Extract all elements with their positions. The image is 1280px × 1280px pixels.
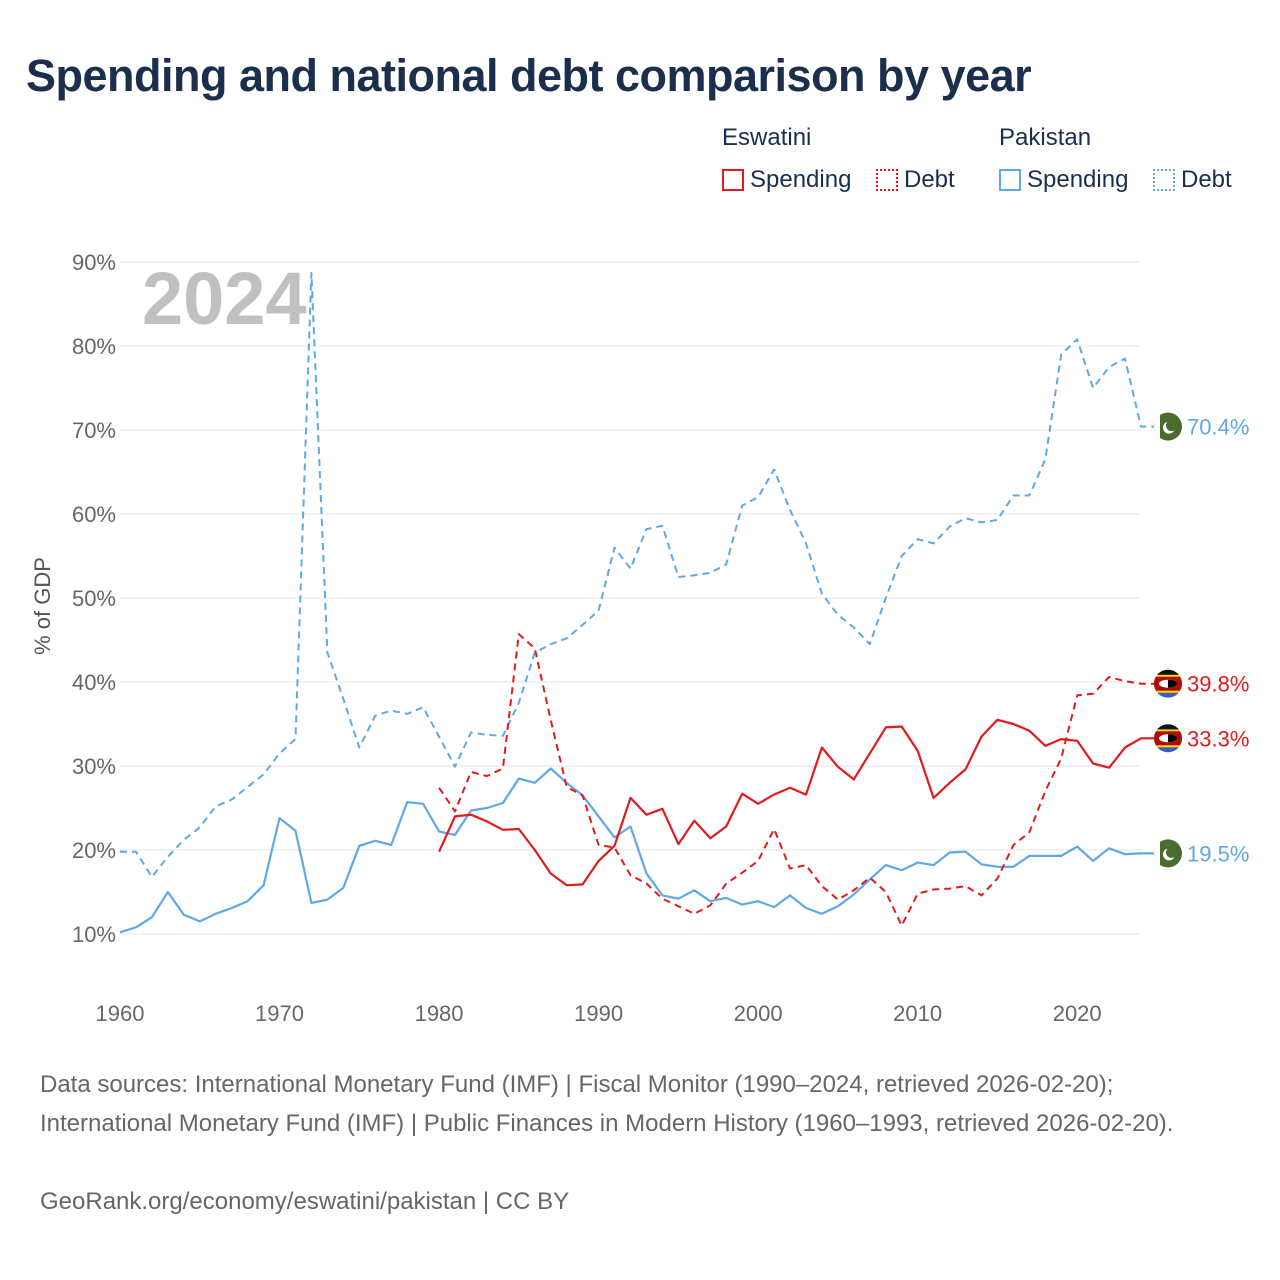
pakistan-flag-icon — [1154, 412, 1182, 441]
series-line-pakistan-spending — [119, 767, 1157, 934]
x-tick-label: 1980 — [415, 1001, 464, 1026]
legend-swatch-solid-blue — [999, 169, 1021, 191]
legend-label: Spending — [1027, 166, 1129, 193]
legend-pakistan-debt[interactable]: Debt — [1153, 166, 1232, 194]
pakistan-flag-icon — [1154, 839, 1182, 868]
footer-sources: Data sources: International Monetary Fun… — [40, 1071, 1174, 1137]
x-tick-label: 2020 — [1053, 1001, 1102, 1026]
footer-credit[interactable]: GeoRank.org/economy/eswatini/pakistan | … — [40, 1188, 570, 1215]
x-tick-label: 2010 — [893, 1001, 942, 1026]
y-tick-label: 20% — [72, 838, 116, 863]
legend-swatch-dotted-red — [876, 169, 898, 191]
y-tick-label: 80% — [72, 334, 116, 359]
series-line-eswatini-debt — [438, 633, 1157, 927]
legend-label: Debt — [904, 166, 955, 193]
end-value-label: 39.8% — [1187, 672, 1249, 697]
y-tick-label: 30% — [72, 754, 116, 779]
end-value-label: 19.5% — [1187, 841, 1249, 866]
y-tick-label: 90% — [72, 250, 116, 275]
end-value-label: 33.3% — [1187, 726, 1249, 751]
x-tick-label: 1970 — [255, 1001, 304, 1026]
x-tick-label: 2000 — [734, 1001, 783, 1026]
end-value-label: 70.4% — [1187, 415, 1249, 440]
x-axis: 1960 1970 1980 1990 2000 2010 2020 — [96, 1001, 1102, 1026]
x-tick-label: 1960 — [96, 1001, 145, 1026]
series-line-pakistan-debt — [120, 271, 1157, 878]
y-axis-label: % of GDP — [30, 557, 55, 655]
legend-pakistan-spending[interactable]: Spending — [999, 166, 1128, 194]
legend-swatch-solid-red — [722, 169, 744, 191]
legend-eswatini-title: Eswatini — [722, 124, 812, 151]
y-tick-label: 50% — [72, 586, 116, 611]
chart-title: Spending and national debt comparison by… — [26, 50, 1032, 101]
eswatini-flag-icon — [1154, 669, 1182, 698]
y-tick-label: 70% — [72, 418, 116, 443]
legend-eswatini-spending[interactable]: Spending — [722, 166, 851, 194]
series-line-eswatini-spending — [438, 718, 1157, 887]
eswatini-flag-icon — [1154, 724, 1182, 753]
legend-swatch-dotted-blue — [1153, 169, 1175, 191]
line-chart: 10% 20% 30% 40% 50% 60% 70% 80% 90% 1960 1970 1980… — [30, 250, 1249, 1026]
legend-label: Debt — [1181, 166, 1232, 193]
year-watermark: 2024 — [142, 257, 307, 340]
y-tick-label: 40% — [72, 670, 116, 695]
grid-lines — [120, 261, 1141, 935]
y-tick-label: 10% — [72, 922, 116, 947]
legend-pakistan-title: Pakistan — [999, 124, 1092, 151]
y-axis: 10% 20% 30% 40% 50% 60% 70% 80% 90% — [72, 250, 116, 947]
series-lines — [119, 271, 1157, 934]
end-markers: 70.4% 19.5% 39.8% 33.3% — [1154, 412, 1249, 868]
legend-label: Spending — [750, 166, 852, 193]
y-tick-label: 60% — [72, 502, 116, 527]
legend-eswatini-debt[interactable]: Debt — [876, 166, 955, 194]
x-tick-label: 1990 — [574, 1001, 623, 1026]
